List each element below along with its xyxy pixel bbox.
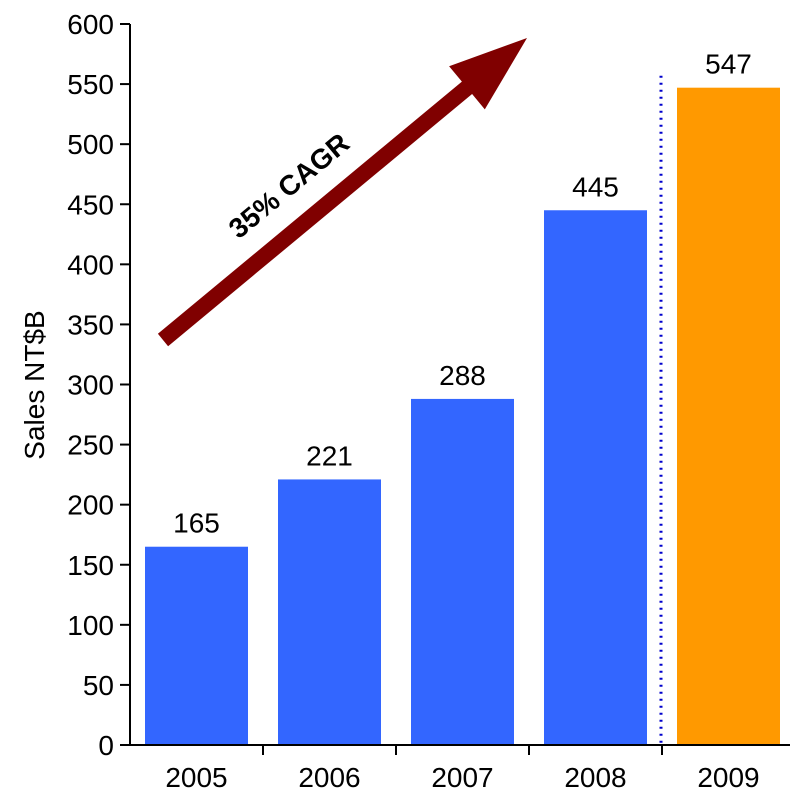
y-tick-label: 550 (67, 69, 114, 100)
data-label-2008: 445 (572, 171, 619, 202)
bar-2007 (411, 398, 514, 745)
y-tick-label: 100 (67, 610, 114, 641)
bar-2005 (145, 546, 248, 745)
bar-2009 (677, 87, 780, 745)
trend-arrow-icon (157, 38, 527, 347)
y-tick-label: 450 (67, 189, 114, 220)
bar-2008 (544, 210, 647, 746)
x-label-2006: 2006 (298, 762, 360, 793)
y-axis-ticks: 0 50 100 150 200 250 300 350 400 450 500 550 600 (67, 9, 663, 761)
bar-2006 (278, 479, 381, 745)
y-tick-label: 350 (67, 309, 114, 340)
y-axis-title: Sales NT$B (19, 310, 50, 459)
y-tick-label: 0 (98, 730, 114, 761)
y-tick-label: 250 (67, 430, 114, 461)
x-label-2005: 2005 (165, 762, 227, 793)
y-tick-label: 50 (83, 670, 114, 701)
data-label-2006: 221 (306, 440, 353, 471)
y-tick-label: 200 (67, 490, 114, 521)
x-label-2009: 2009 (697, 762, 759, 793)
data-label-2009: 547 (705, 49, 752, 80)
bars (145, 87, 780, 746)
x-axis-labels: 2005 2006 2007 2008 2009 (165, 762, 759, 793)
y-tick-label: 300 (67, 370, 114, 401)
data-label-2007: 288 (439, 360, 486, 391)
cagr-arrow: 35% CAGR (157, 38, 527, 347)
y-tick-label: 500 (67, 129, 114, 160)
data-label-2005: 165 (173, 508, 220, 539)
x-label-2008: 2008 (564, 762, 626, 793)
data-labels: 165 221 288 445 547 (173, 49, 752, 539)
x-label-2007: 2007 (431, 762, 493, 793)
y-tick-label: 600 (67, 9, 114, 40)
y-tick-label: 150 (67, 550, 114, 581)
y-tick-label: 400 (67, 249, 114, 280)
